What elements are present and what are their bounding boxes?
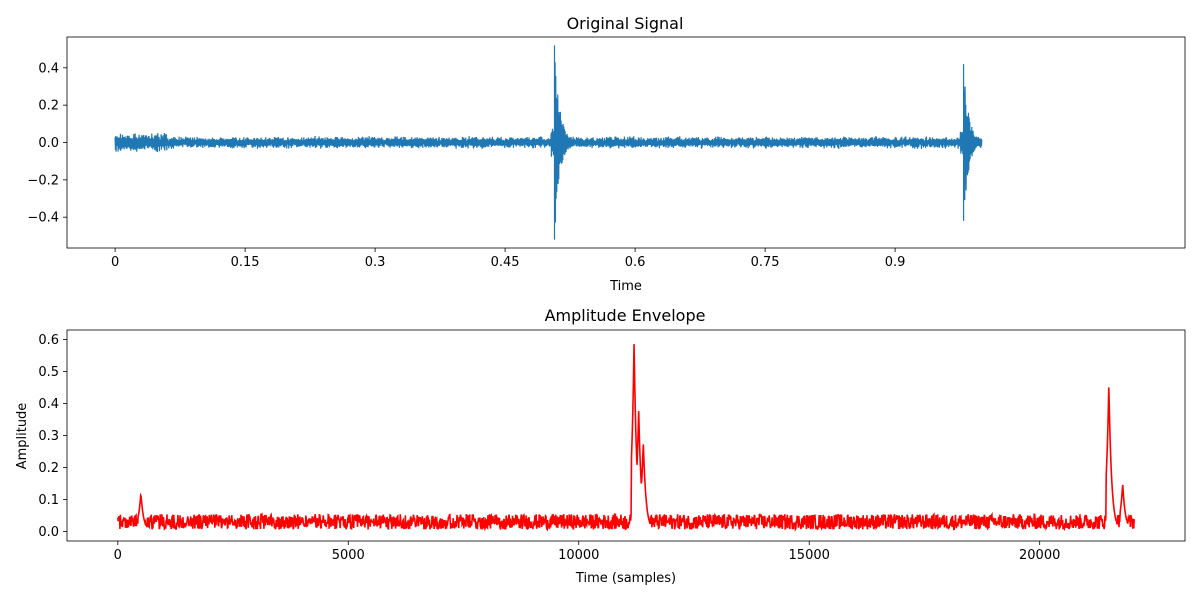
signal-series xyxy=(114,45,983,240)
chart-title: Original Signal xyxy=(567,14,684,33)
plot-frame xyxy=(66,36,1186,249)
x-tick-label: 15000 xyxy=(789,548,830,563)
signal-line xyxy=(114,45,983,240)
x-tick-label: 20000 xyxy=(1019,548,1060,563)
x-tick-label: 0.3 xyxy=(365,255,386,270)
x-tick-label: 0.6 xyxy=(625,255,646,270)
x-axis-label: Time xyxy=(609,279,642,294)
y-tick-label: 0.4 xyxy=(38,61,59,76)
y-tick-label: 0.4 xyxy=(38,397,59,412)
y-axis-ticks: −0.4 −0.2 0.0 0.2 0.4 xyxy=(27,61,67,226)
y-tick-label: 0.1 xyxy=(38,493,59,508)
x-tick-label: 5000 xyxy=(332,548,365,563)
plot-frame xyxy=(66,329,1186,542)
y-tick-label: 0.3 xyxy=(38,429,59,444)
original-signal-panel: Original Signal 0 0.15 0.3 0.45 0.6 0.75 0.9 −… xyxy=(27,14,1186,294)
x-tick-label: 0 xyxy=(114,548,122,563)
y-tick-label: −0.4 xyxy=(27,211,59,226)
x-tick-label: 0.75 xyxy=(751,255,780,270)
y-axis-ticks: 0.0 0.1 0.2 0.3 0.4 0.5 0.6 xyxy=(38,333,67,540)
y-tick-label: 0.5 xyxy=(38,365,59,380)
envelope-line xyxy=(117,344,1135,532)
y-tick-label: 0.6 xyxy=(38,333,59,348)
chart-title: Amplitude Envelope xyxy=(545,306,706,325)
y-tick-label: 0.2 xyxy=(38,461,59,476)
x-axis-label: Time (samples) xyxy=(575,571,676,586)
amplitude-envelope-panel: Amplitude Envelope 0 5000 10000 15000 20000 … xyxy=(15,306,1186,586)
y-tick-label: 0.0 xyxy=(38,525,59,540)
x-axis-ticks: 0 0.15 0.3 0.45 0.6 0.75 0.9 xyxy=(111,248,905,270)
x-axis-ticks: 0 5000 10000 15000 20000 xyxy=(114,541,1060,563)
x-tick-label: 10000 xyxy=(558,548,599,563)
x-tick-label: 0.9 xyxy=(885,255,906,270)
y-tick-label: 0.2 xyxy=(38,99,59,114)
y-axis-label: Amplitude xyxy=(15,403,30,470)
x-tick-label: 0 xyxy=(111,255,119,270)
x-tick-label: 0.15 xyxy=(231,255,260,270)
y-tick-label: 0.0 xyxy=(38,136,59,151)
y-tick-label: −0.2 xyxy=(27,173,59,188)
x-tick-label: 0.45 xyxy=(491,255,520,270)
envelope-series xyxy=(117,344,1135,532)
